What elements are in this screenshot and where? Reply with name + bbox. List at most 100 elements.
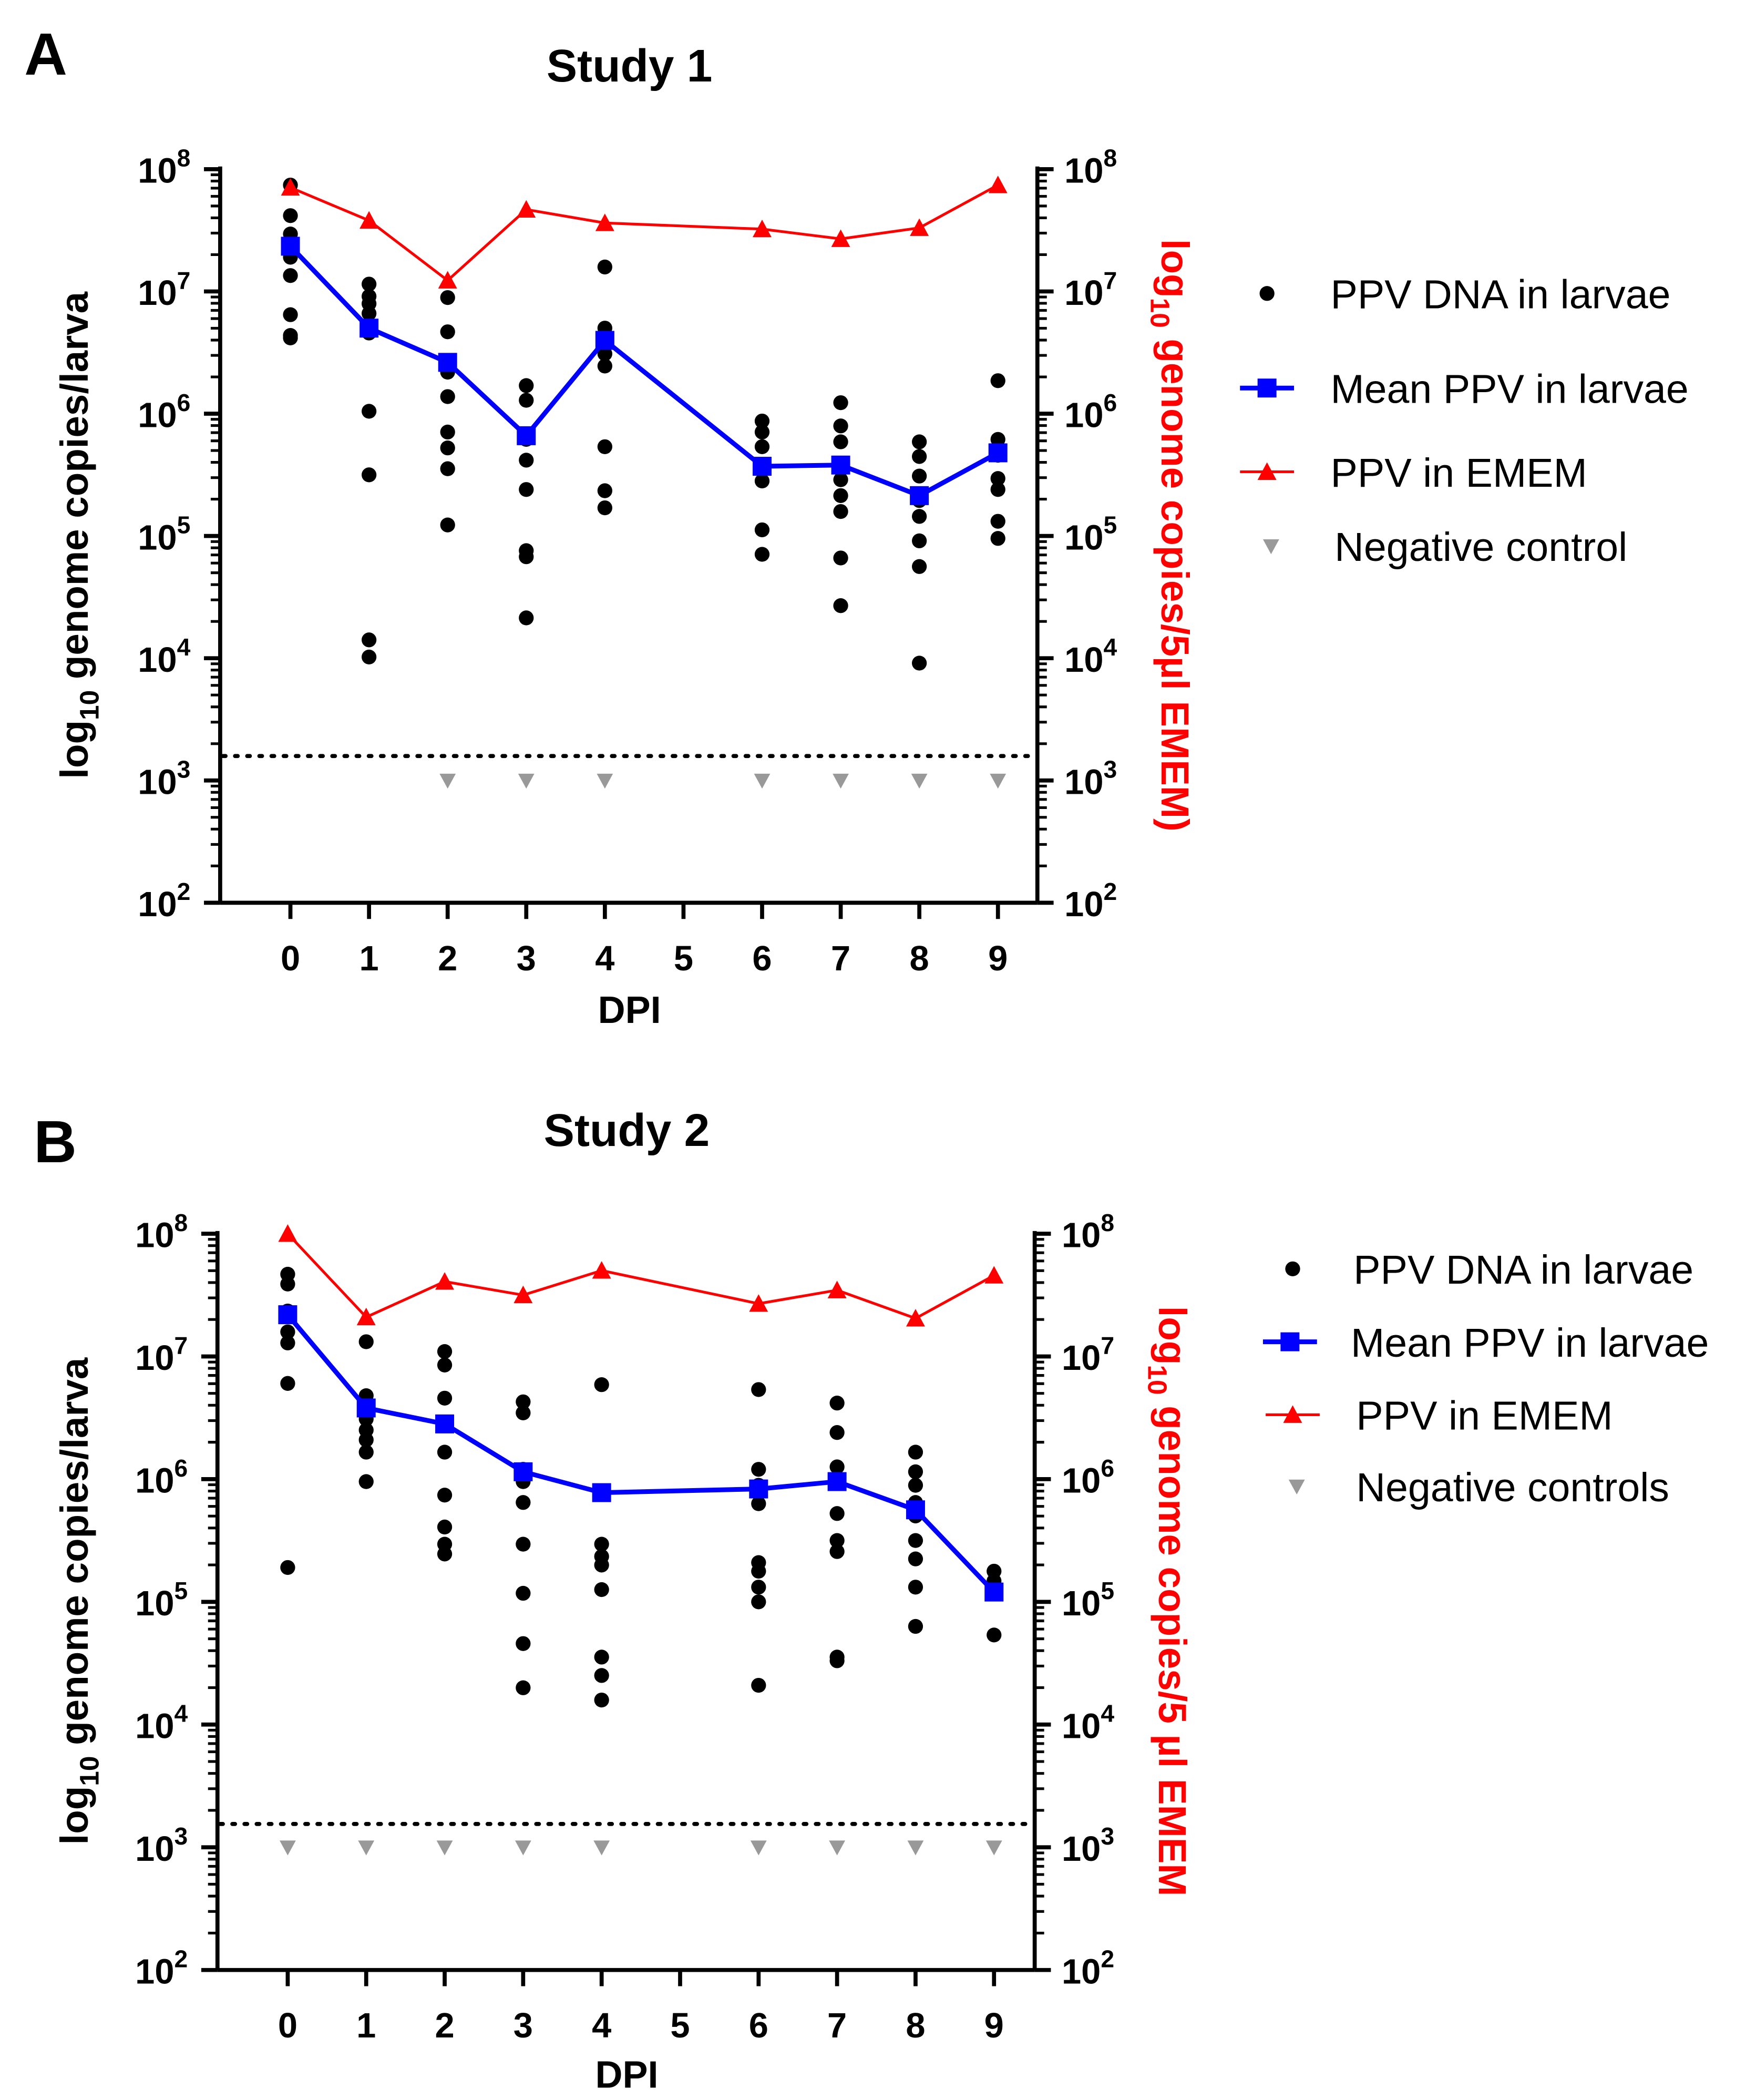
emem-point bbox=[438, 271, 457, 289]
y-axis-label-right: log10 genome copies/5 µl EMEM bbox=[1143, 1306, 1195, 1897]
mean-point bbox=[514, 1462, 533, 1481]
x-tick-label: 4 bbox=[592, 2006, 611, 2045]
y-tick-label-right: 108 bbox=[1062, 1209, 1114, 1255]
emem-point bbox=[278, 1224, 297, 1242]
larvae-point bbox=[751, 1677, 766, 1693]
y-tick-label-right: 106 bbox=[1062, 1454, 1114, 1501]
legend-triangle-icon bbox=[1283, 1405, 1302, 1423]
larvae-point bbox=[751, 1462, 766, 1477]
larvae-point bbox=[519, 482, 534, 497]
larvae-point bbox=[594, 1558, 609, 1573]
larvae-point bbox=[516, 1680, 531, 1695]
larvae-point bbox=[912, 533, 927, 549]
legend-square-icon bbox=[1280, 1332, 1300, 1351]
y-tick-label-right: 107 bbox=[1062, 1331, 1114, 1378]
y-tick-label-right: 103 bbox=[1062, 1822, 1114, 1869]
tick-exp: 3 bbox=[1101, 1822, 1114, 1850]
panel-letter: B bbox=[34, 1109, 77, 1175]
y-tick-label-right: 103 bbox=[1064, 756, 1117, 802]
larvae-point bbox=[516, 1536, 531, 1552]
legend: PPV DNA in larvae Mean PPV in larvae PPV i… bbox=[1240, 272, 1689, 570]
x-tick-label: 5 bbox=[670, 2006, 690, 2045]
larvae-point bbox=[437, 1344, 453, 1359]
tick-base: 10 bbox=[1064, 763, 1103, 802]
label-rest: genome copies/5 µl EMEM bbox=[1151, 1395, 1194, 1897]
tick-base: 10 bbox=[135, 1707, 174, 1746]
chart-title: Study 2 bbox=[544, 1104, 710, 1156]
label-subscript: 10 bbox=[1145, 298, 1176, 328]
larvae-point bbox=[519, 378, 534, 393]
negative-control-point bbox=[754, 773, 771, 789]
tick-exp: 4 bbox=[174, 1700, 188, 1727]
tick-exp: 3 bbox=[1103, 756, 1117, 783]
larvae-point bbox=[597, 439, 612, 454]
larvae-point bbox=[594, 1668, 609, 1683]
mean-line bbox=[285, 1313, 996, 1594]
larvae-point bbox=[283, 208, 298, 223]
larvae-point bbox=[908, 1464, 923, 1480]
tick-base: 10 bbox=[1062, 1216, 1101, 1255]
tick-base: 10 bbox=[1062, 1339, 1101, 1378]
larvae-point bbox=[829, 1506, 845, 1521]
larvae-point bbox=[833, 550, 848, 566]
larvae-point bbox=[440, 441, 455, 456]
larvae-point bbox=[361, 276, 377, 292]
tick-base: 10 bbox=[138, 763, 177, 802]
larvae-point bbox=[829, 1425, 845, 1440]
y-tick-label-right: 106 bbox=[1064, 389, 1117, 435]
x-tick-label: 9 bbox=[984, 2006, 1004, 2045]
tick-base: 10 bbox=[1064, 641, 1103, 680]
y-tick-label-left: 108 bbox=[135, 1209, 188, 1255]
tick-exp: 6 bbox=[177, 389, 191, 416]
larvae-point bbox=[283, 268, 298, 283]
emem-point bbox=[592, 1261, 611, 1279]
larvae-point bbox=[990, 531, 1005, 546]
legend-label: Negative controls bbox=[1356, 1465, 1669, 1510]
larvae-point bbox=[987, 1627, 1002, 1643]
tick-base: 10 bbox=[1064, 152, 1103, 191]
larvae-point bbox=[833, 598, 848, 613]
label-rest: genome copies/larva bbox=[53, 1357, 96, 1756]
y-axis-label-left: log10 genome copies/larva bbox=[53, 291, 105, 778]
larvae-point bbox=[594, 1650, 609, 1665]
tick-exp: 5 bbox=[1101, 1577, 1114, 1604]
larvae-point bbox=[754, 424, 770, 440]
negative-control-point bbox=[597, 773, 613, 789]
y-axis-label-right: log10 genome copies/5µl EMEM) bbox=[1145, 239, 1197, 832]
tick-base: 10 bbox=[1062, 1707, 1101, 1746]
negative-control-point bbox=[829, 1840, 846, 1856]
larvae-point bbox=[280, 1335, 295, 1350]
x-axis-label: DPI bbox=[598, 989, 661, 1031]
tick-exp: 5 bbox=[174, 1577, 188, 1604]
legend-label: PPV DNA in larvae bbox=[1353, 1247, 1693, 1293]
legend-label: Mean PPV in larvae bbox=[1351, 1320, 1709, 1366]
emem-point bbox=[984, 1266, 1004, 1284]
larvae-point bbox=[519, 549, 534, 565]
tick-base: 10 bbox=[1062, 1952, 1101, 1991]
larvae-point bbox=[990, 482, 1005, 497]
mean-point bbox=[749, 1479, 768, 1499]
label-prefix: log bbox=[1153, 239, 1197, 298]
tick-exp: 3 bbox=[177, 756, 191, 783]
y-tick-label-left: 102 bbox=[138, 878, 190, 924]
larvae-point bbox=[519, 610, 534, 626]
larvae-point bbox=[912, 449, 927, 464]
larvae-point bbox=[908, 1533, 923, 1548]
larvae-point bbox=[833, 395, 848, 411]
x-tick-label: 2 bbox=[435, 2006, 454, 2045]
negative-control-point bbox=[279, 1840, 296, 1856]
y-tick-label-right: 104 bbox=[1064, 633, 1117, 680]
larvae-point bbox=[751, 1563, 766, 1579]
larvae-point bbox=[440, 290, 455, 305]
tick-base: 10 bbox=[135, 1339, 174, 1378]
x-tick-label: 8 bbox=[910, 939, 929, 978]
emem-point bbox=[988, 176, 1008, 193]
larvae-point bbox=[908, 1618, 923, 1634]
mean-point bbox=[592, 1483, 611, 1502]
larvae-point bbox=[754, 439, 770, 454]
label-prefix: log bbox=[53, 1786, 96, 1845]
tick-base: 10 bbox=[135, 1952, 174, 1991]
tick-exp: 8 bbox=[1101, 1209, 1114, 1236]
larvae-point bbox=[990, 432, 1005, 447]
